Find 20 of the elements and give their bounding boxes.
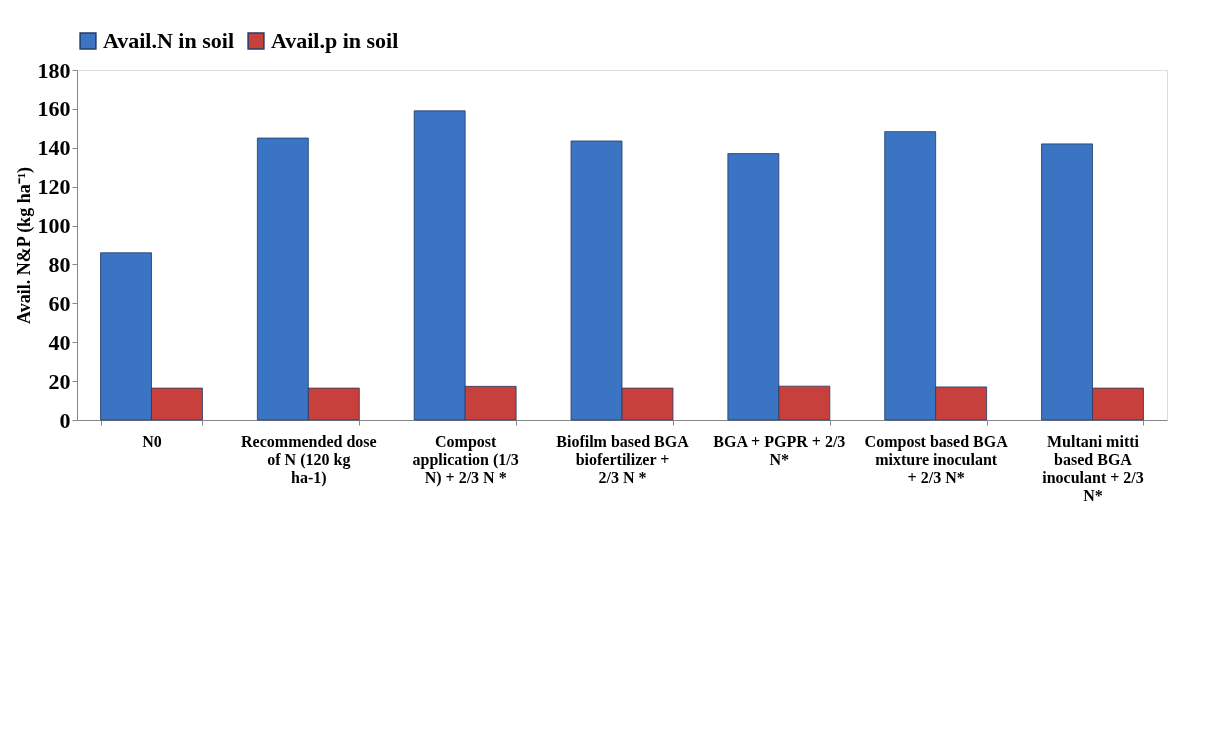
y-tick-label: 120 xyxy=(37,174,71,200)
y-tick-label: 40 xyxy=(48,329,71,355)
x-tick-label: Biofilm based BGA biofertilizer + 2/3 N * xyxy=(556,432,690,486)
x-tick-label: Compost based BGA mixture inoculant + 2/3 N* xyxy=(864,432,1009,486)
y-tick-label: 160 xyxy=(37,96,71,122)
y-tick-label: 100 xyxy=(37,213,71,239)
y-tick-label: 20 xyxy=(48,368,71,394)
y-tick-label: 60 xyxy=(48,290,71,316)
x-tick-label: BGA + PGPR + 2/3 N* xyxy=(713,432,846,468)
y-tick-label: 180 xyxy=(37,57,71,83)
y-tick-label: 80 xyxy=(48,251,71,277)
y-tick-label: 140 xyxy=(37,135,71,161)
legend-label: Avail.p in soil xyxy=(271,28,399,53)
x-tick-label: N0 xyxy=(142,432,162,450)
x-tick-label: Multani mitti based BGA inoculant + 2/3 N* xyxy=(1042,432,1144,504)
legend-label: Avail.N in soil xyxy=(103,28,235,53)
y-tick-label: 0 xyxy=(59,407,71,433)
x-tick-label: Recommended dose of N (120 kg ha-1) xyxy=(241,432,377,487)
x-tick-label: Compost application (1/3 N) + 2/3 N * xyxy=(412,432,519,487)
y-axis-title: Avail. N&P (kg ha⁻¹) xyxy=(13,166,35,325)
